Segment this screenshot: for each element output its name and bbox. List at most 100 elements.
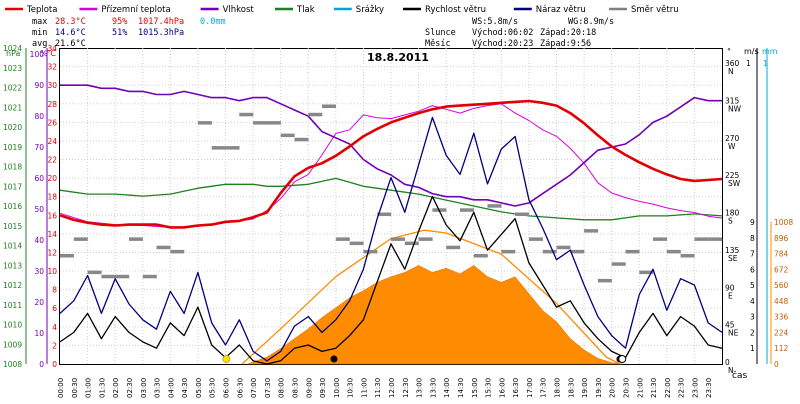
pressure-tick-label: 1009 [3,340,22,349]
humidity-tick-label: 70 [34,143,44,152]
x-tick-label: 01:30 [98,378,106,398]
direction-tick-label: N [728,366,734,375]
x-tick-label: 07:00 [250,378,258,398]
wind-direction-mark [115,274,130,279]
pressure-tick-label: 1012 [3,281,22,290]
humidity-tick-label: 40 [34,236,44,245]
temperature-tick-label: 22 [47,156,57,165]
moonset-marker-icon [330,355,338,363]
direction-tick-degree: 90 [725,283,735,292]
x-tick-label: 03:00 [140,378,148,398]
temperature-tick-label: 0 [52,360,57,369]
wind-direction-mark [197,121,212,125]
legend-label: Srážky [356,5,384,15]
chart-title: 18.8.2011 [367,51,429,64]
wind-speed-summary: WS:5.8m/s [472,17,518,27]
x-tick-label: 20:30 [622,378,630,398]
humidity-axis-unit: % [40,49,48,58]
humidity-tick-label: 0 [39,360,44,369]
wind-direction-mark [597,278,612,283]
temperature-tick-label: 34 [47,44,57,53]
wind-direction-mark [349,241,364,246]
wind-direction-mark [653,237,667,241]
pressure-tick-label: 1011 [3,301,22,310]
wind-tick-label: 1 [750,344,755,353]
temperature-tick-label: 30 [47,81,57,90]
radiation-tick-label: 896 [774,234,789,243]
temperature-tick-label: 6 [52,304,57,313]
wind-tick-label: 7 [750,250,755,259]
x-tick-label: 21:00 [636,378,644,398]
x-tick-label: 22:30 [678,378,686,398]
wind-direction-mark [542,249,557,254]
x-axis-title: čas [732,370,747,381]
wind-direction-mark [528,237,543,241]
x-tick-label: 02:00 [112,378,120,398]
wind-direction-mark [211,146,226,150]
pressure-tick-label: 1014 [3,242,22,251]
x-tick-label: 03:30 [154,378,162,398]
temperature-tick-label: 28 [47,100,57,109]
radiation-tick-label: 448 [774,297,789,306]
x-tick-label: 05:00 [195,378,203,398]
wind-direction-mark [391,237,405,241]
x-tick-label: 21:30 [650,378,658,398]
wind-direction-mark [418,237,433,241]
wind-direction-mark [611,262,626,266]
stat-min-label: min [32,28,47,38]
wind-direction-mark [142,274,157,279]
wind-direction-mark [694,237,709,241]
wind-direction-mark [266,121,281,125]
direction-tick-label: N [728,67,734,76]
x-tick-label: 11:30 [374,378,382,398]
humidity-tick-label: 100 [30,50,45,59]
sun-label: Slunce [425,28,456,38]
pressure-tick-label: 1017 [3,182,22,191]
x-tick-label: 17:00 [526,378,534,398]
wind-direction-mark [377,212,392,216]
wind-direction-mark [473,254,488,258]
wind-tick-label: 8 [750,234,755,243]
plot-area [59,84,723,365]
wind-direction-mark [280,133,295,138]
direction-axis-unit: ° [727,47,731,56]
x-tick-label: 09:00 [305,378,313,398]
wind-direction-mark [708,237,723,241]
temperature-tick-label: 2 [52,341,57,350]
rain-axis-top-label: 1 [763,59,768,68]
humidity-tick-label: 50 [34,205,44,214]
wind-direction-mark [570,249,585,254]
humidity-tick-label: 60 [34,174,44,183]
info-panel: max 28.3°C 95% 1017.4hPa 0.0mm min 14.6°… [32,17,747,381]
legend-label: Vlhkost [223,5,255,15]
temperature-tick-label: 4 [52,323,57,332]
direction-tick-degree: 0 [725,358,730,367]
wind-direction-mark [487,204,502,208]
x-tick-label: 22:00 [664,378,672,398]
x-tick-label: 09:30 [319,378,327,398]
x-tick-label: 18:00 [554,378,562,398]
wind-direction-mark [584,229,599,233]
x-tick-label: 17:30 [540,378,548,398]
solar-radiation-area [247,265,623,365]
x-tick-label: 00:30 [71,378,79,398]
wind-direction-mark [625,249,640,254]
wind-direction-mark [460,208,474,212]
x-tick-label: 08:30 [291,378,299,398]
x-tick-label: 19:30 [595,378,603,398]
temperature-axis-unit: °C [46,49,56,58]
legend-label: Rychlost větru [425,5,486,15]
wind-direction-mark [73,237,88,241]
wind-direction-mark [680,254,695,258]
wind-tick-label: 6 [750,265,755,274]
x-tick-label: 16:00 [498,378,506,398]
x-tick-label: 06:30 [236,378,244,398]
legend: Teplota Přízemní teplota Vlhkost Tlak Srážky… [5,5,679,15]
pressure-tick-label: 1010 [3,321,22,330]
temperature-tick-label: 24 [47,137,57,146]
wind-tick-label: 4 [750,297,755,306]
direction-tick-label: E [728,291,733,300]
temperature-tick-label: 8 [52,286,57,295]
x-tick-label: 01:00 [85,378,93,398]
radiation-tick-label: 0 [774,360,779,369]
